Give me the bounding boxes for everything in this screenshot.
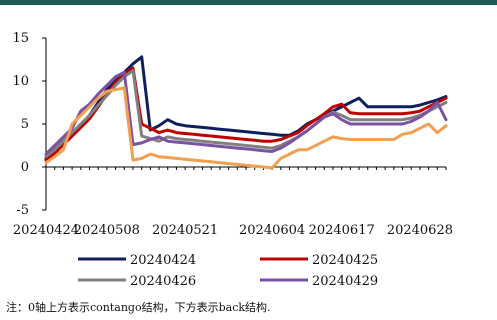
footnote: 注：0轴上方表示contango结构，下方表示back结构.	[6, 301, 271, 314]
x-tick-label: 20240424	[13, 223, 79, 238]
x-tick-label: 20240628	[387, 223, 453, 238]
y-tick-label: 0	[21, 160, 29, 175]
legend: 20240424 20240425 20240426 20240429	[78, 253, 378, 289]
x-tick-label: 20240521	[152, 223, 218, 238]
legend-label: 20240424	[130, 253, 196, 268]
series-group	[44, 55, 448, 170]
series-line-5	[44, 86, 448, 170]
series-line-4	[44, 70, 448, 156]
axes	[42, 37, 447, 211]
y-tick-label: 10	[12, 74, 29, 89]
x-tick-label: 20240604	[239, 223, 305, 238]
x-tick-label: 20240617	[309, 223, 375, 238]
header-bar	[0, 0, 497, 5]
legend-label: 20240426	[130, 274, 196, 289]
y-tick-label: -5	[16, 203, 29, 218]
legend-label: 20240429	[312, 274, 378, 289]
y-tick-label: 15	[12, 31, 29, 46]
x-tick-label: 20240508	[74, 223, 140, 238]
y-tick-label: 5	[21, 117, 29, 132]
legend-label: 20240425	[312, 253, 378, 268]
y-tick-labels: -5 0 5 10 15	[12, 31, 29, 218]
series-line-1	[44, 55, 448, 160]
